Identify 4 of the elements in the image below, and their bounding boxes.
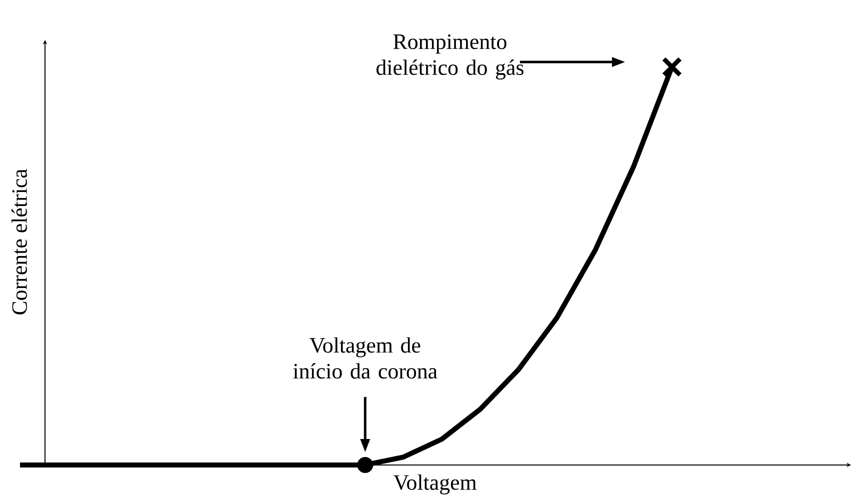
- annotation: Rompimento dielétrico do gás: [376, 34, 524, 80]
- y-axis-title: Corrente elétrica: [12, 168, 27, 314]
- x-axis-title: Voltagem: [393, 474, 476, 494]
- annotation: Voltagem de início da corona: [293, 337, 438, 379]
